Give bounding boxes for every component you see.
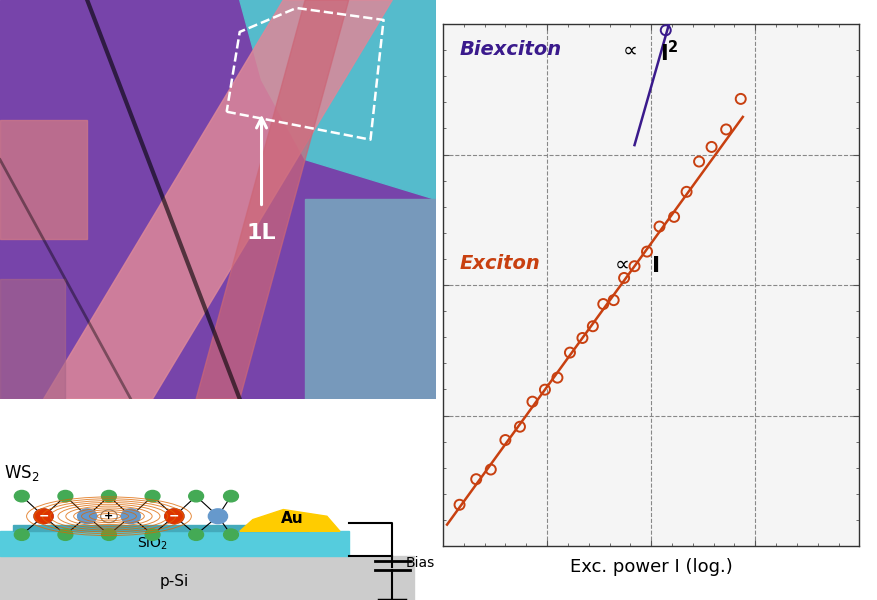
Circle shape — [146, 490, 160, 502]
Bar — [0, 556, 414, 600]
Text: Biexciton: Biexciton — [460, 40, 561, 59]
Point — [607, 295, 621, 305]
Text: $\mathbf{I^2}$: $\mathbf{I^2}$ — [660, 40, 678, 65]
Text: Bias: Bias — [405, 556, 435, 570]
Y-axis label: PL intensity (log.): PL intensity (log.) — [413, 206, 431, 364]
Circle shape — [14, 490, 29, 502]
Text: p-Si: p-Si — [160, 574, 189, 589]
Circle shape — [102, 529, 117, 541]
Circle shape — [209, 509, 227, 524]
Point — [667, 212, 681, 221]
Polygon shape — [239, 509, 340, 532]
Point — [652, 222, 667, 232]
Point — [596, 299, 610, 309]
Point — [640, 247, 654, 256]
Text: $\propto$: $\propto$ — [610, 254, 628, 274]
Circle shape — [58, 490, 73, 502]
Circle shape — [224, 490, 239, 502]
Text: Exciton: Exciton — [460, 254, 540, 272]
Circle shape — [101, 510, 118, 523]
Point — [575, 333, 589, 343]
Circle shape — [224, 529, 239, 541]
Text: $\propto$: $\propto$ — [617, 40, 637, 59]
Text: +: + — [104, 511, 114, 521]
Circle shape — [121, 509, 140, 524]
Point — [617, 273, 631, 283]
Circle shape — [102, 490, 117, 502]
Point — [563, 348, 577, 358]
Circle shape — [189, 529, 203, 541]
Circle shape — [165, 509, 184, 524]
Point — [628, 262, 642, 271]
Point — [734, 94, 748, 104]
Text: Au: Au — [281, 511, 303, 526]
Point — [453, 500, 467, 509]
Circle shape — [77, 509, 96, 524]
Point — [525, 397, 539, 406]
Point — [719, 125, 733, 134]
Circle shape — [34, 509, 53, 524]
Bar — [13, 525, 310, 532]
Text: WS$_2$: WS$_2$ — [4, 463, 39, 482]
Point — [680, 187, 694, 197]
Circle shape — [146, 529, 160, 541]
Polygon shape — [44, 0, 392, 399]
Circle shape — [189, 490, 203, 502]
Text: −: − — [39, 510, 49, 523]
Point — [586, 322, 600, 331]
Point — [484, 465, 498, 475]
Bar — [0, 532, 349, 556]
Text: $\mathbf{I}$: $\mathbf{I}$ — [651, 256, 660, 276]
Circle shape — [34, 509, 53, 524]
Polygon shape — [305, 199, 436, 399]
Text: 1L: 1L — [246, 223, 276, 244]
Point — [551, 373, 565, 382]
Point — [498, 435, 512, 445]
X-axis label: Exc. power I (log.): Exc. power I (log.) — [570, 558, 732, 576]
Point — [704, 142, 718, 152]
Polygon shape — [196, 0, 349, 399]
Point — [513, 422, 527, 431]
Polygon shape — [239, 0, 436, 199]
Point — [469, 475, 483, 484]
Circle shape — [165, 509, 184, 524]
Point — [692, 157, 706, 166]
Circle shape — [58, 529, 73, 541]
Text: SiO$_2$: SiO$_2$ — [137, 535, 168, 553]
Circle shape — [14, 529, 29, 541]
Text: −: − — [169, 510, 180, 523]
Polygon shape — [0, 279, 66, 399]
Point — [667, 4, 681, 14]
Polygon shape — [0, 119, 87, 239]
Point — [659, 25, 673, 35]
Point — [538, 385, 552, 394]
